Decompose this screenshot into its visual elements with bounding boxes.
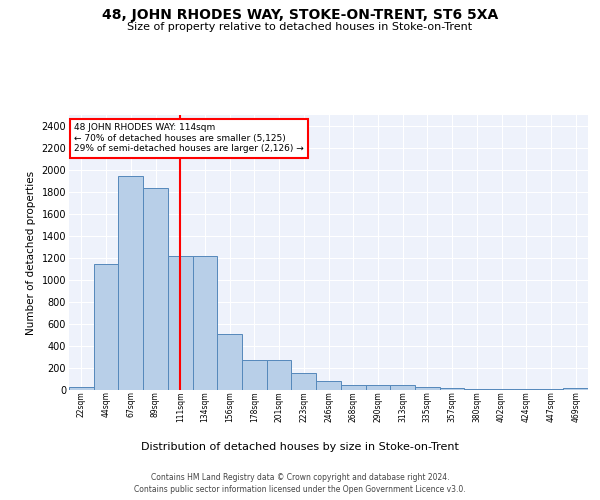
- Bar: [341, 384, 365, 390]
- Text: Contains HM Land Registry data © Crown copyright and database right 2024.: Contains HM Land Registry data © Crown c…: [151, 472, 449, 482]
- Text: Size of property relative to detached houses in Stoke-on-Trent: Size of property relative to detached ho…: [127, 22, 473, 32]
- Text: 48 JOHN RHODES WAY: 114sqm
← 70% of detached houses are smaller (5,125)
29% of s: 48 JOHN RHODES WAY: 114sqm ← 70% of deta…: [74, 123, 304, 153]
- Bar: [118, 176, 143, 390]
- Bar: [415, 387, 440, 390]
- Bar: [94, 264, 118, 390]
- Bar: [242, 360, 267, 390]
- Bar: [563, 388, 588, 390]
- Bar: [292, 373, 316, 390]
- Bar: [217, 334, 242, 390]
- Bar: [390, 385, 415, 390]
- Bar: [267, 360, 292, 390]
- Y-axis label: Number of detached properties: Number of detached properties: [26, 170, 36, 334]
- Text: Distribution of detached houses by size in Stoke-on-Trent: Distribution of detached houses by size …: [141, 442, 459, 452]
- Bar: [316, 381, 341, 390]
- Bar: [69, 386, 94, 390]
- Bar: [168, 256, 193, 390]
- Bar: [193, 256, 217, 390]
- Text: Contains public sector information licensed under the Open Government Licence v3: Contains public sector information licen…: [134, 485, 466, 494]
- Bar: [365, 385, 390, 390]
- Bar: [143, 188, 168, 390]
- Bar: [440, 388, 464, 390]
- Text: 48, JOHN RHODES WAY, STOKE-ON-TRENT, ST6 5XA: 48, JOHN RHODES WAY, STOKE-ON-TRENT, ST6…: [102, 8, 498, 22]
